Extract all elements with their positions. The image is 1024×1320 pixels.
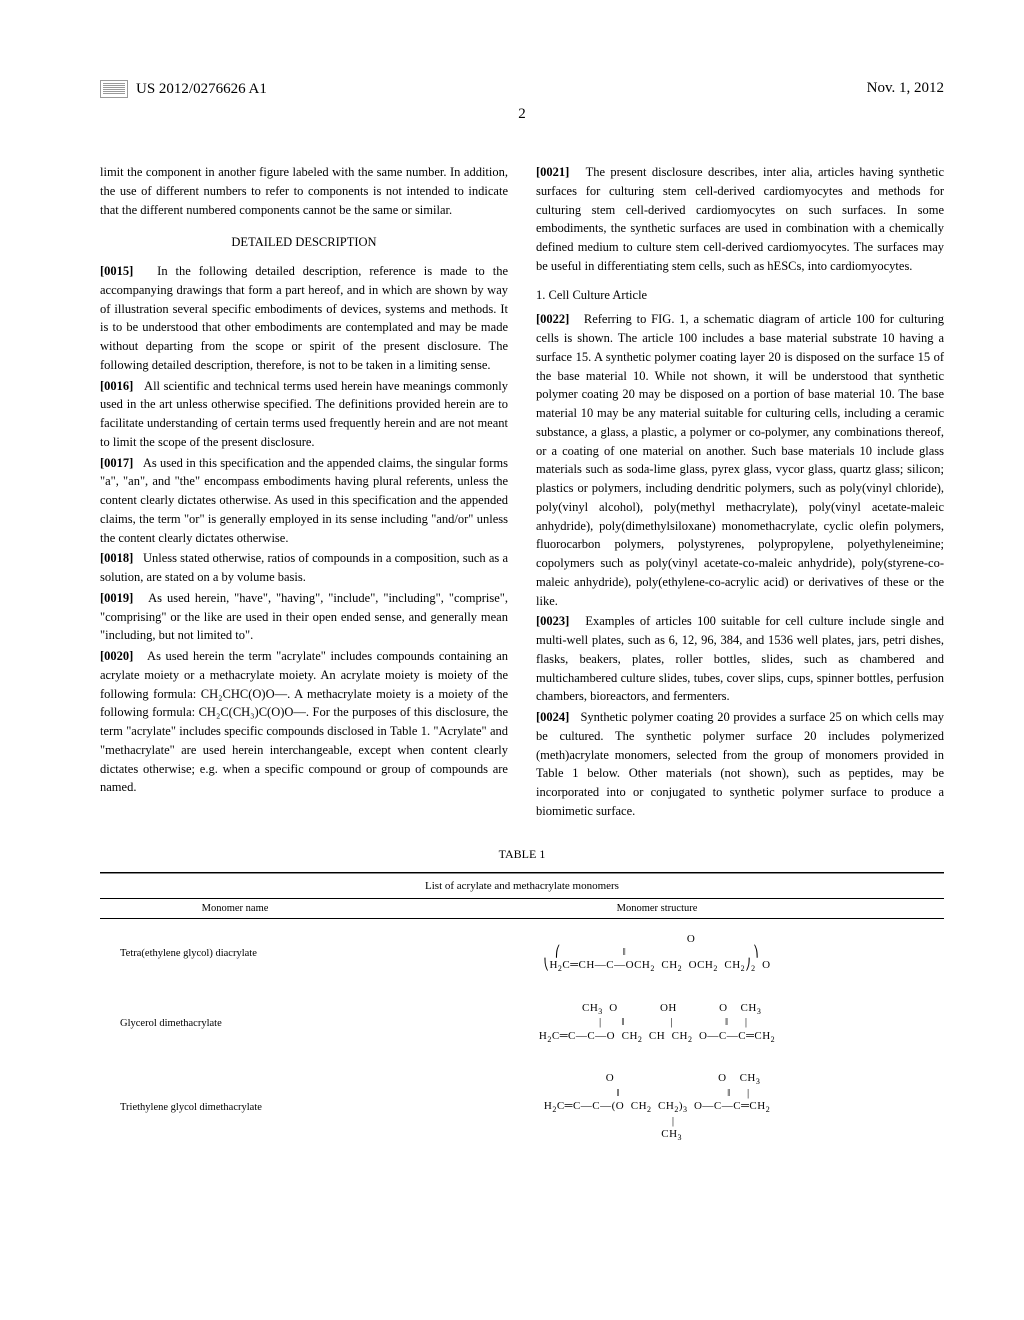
table-row: Glycerol dimethacrylate CH3 O OH O CH3 |… bbox=[100, 988, 944, 1059]
para-0021: [0021] The present disclosure describes,… bbox=[536, 163, 944, 276]
table-row: Triethylene glycol dimethacrylate O O CH… bbox=[100, 1058, 944, 1157]
para-text: Referring to FIG. 1, a schematic diagram… bbox=[536, 312, 944, 607]
para-text: Unless stated otherwise, ratios of compo… bbox=[100, 551, 508, 584]
para-num: [0019] bbox=[100, 591, 133, 605]
para-0024: [0024] Synthetic polymer coating 20 prov… bbox=[536, 708, 944, 821]
para-0023: [0023] Examples of articles 100 suitable… bbox=[536, 612, 944, 706]
flag-icon bbox=[100, 80, 128, 98]
table-caption: TABLE 1 bbox=[100, 847, 944, 862]
para-num: [0015] bbox=[100, 264, 133, 278]
para-num: [0024] bbox=[536, 710, 569, 724]
left-column: limit the component in another figure la… bbox=[100, 163, 508, 823]
publication-date: Nov. 1, 2012 bbox=[867, 80, 944, 98]
para-num: [0018] bbox=[100, 551, 133, 565]
para-num: [0016] bbox=[100, 379, 133, 393]
para-num: [0021] bbox=[536, 165, 569, 179]
monomer-structure: CH3 O OH O CH3 | ‖ | ‖ | H2C═C—C—O CH2 C… bbox=[370, 988, 944, 1059]
monomer-name: Tetra(ethylene glycol) diacrylate bbox=[100, 918, 370, 988]
publication-number: US 2012/0276626 A1 bbox=[136, 81, 267, 98]
page-number: 2 bbox=[100, 106, 944, 123]
monomer-table: List of acrylate and methacrylate monome… bbox=[100, 872, 944, 1158]
para-text: Synthetic polymer coating 20 provides a … bbox=[536, 710, 944, 818]
table-row: Tetra(ethylene glycol) diacrylate O ⎛ ‖ … bbox=[100, 918, 944, 988]
table-subtitle: List of acrylate and methacrylate monome… bbox=[100, 873, 944, 898]
right-column: [0021] The present disclosure describes,… bbox=[536, 163, 944, 823]
header-left: US 2012/0276626 A1 bbox=[100, 80, 267, 98]
monomer-structure: O O CH3 ‖ ‖ | H2C═C—C—(O CH2 CH2)3 O—C—C… bbox=[370, 1058, 944, 1157]
para-text: Examples of articles 100 suitable for ce… bbox=[536, 614, 944, 703]
table-1: TABLE 1 List of acrylate and methacrylat… bbox=[100, 847, 944, 1158]
monomer-structure: O ⎛ ‖ ⎞ ⎝H2C═CH—C—OCH2 CH2 OCH2 CH2⎠2 O bbox=[370, 918, 944, 988]
para-0022: [0022] Referring to FIG. 1, a schematic … bbox=[536, 310, 944, 610]
para-text: As used herein, "have", "having", "inclu… bbox=[100, 591, 508, 643]
para-num: [0022] bbox=[536, 312, 569, 326]
para-0020: [0020] As used herein the term "acrylate… bbox=[100, 647, 508, 797]
monomer-name: Glycerol dimethacrylate bbox=[100, 988, 370, 1059]
para-num: [0023] bbox=[536, 614, 569, 628]
section-heading: DETAILED DESCRIPTION bbox=[100, 233, 508, 252]
col-header-structure: Monomer structure bbox=[370, 898, 944, 918]
col-header-name: Monomer name bbox=[100, 898, 370, 918]
para-0016: [0016] All scientific and technical term… bbox=[100, 377, 508, 452]
para-text: As used in this specification and the ap… bbox=[100, 456, 508, 545]
para-0019: [0019] As used herein, "have", "having",… bbox=[100, 589, 508, 645]
para-text: As used herein the term "acrylate" inclu… bbox=[100, 649, 508, 794]
para-0017: [0017] As used in this specification and… bbox=[100, 454, 508, 548]
para-num: [0017] bbox=[100, 456, 133, 470]
subsection-heading: 1. Cell Culture Article bbox=[536, 286, 944, 305]
para-text: The present disclosure describes, inter … bbox=[536, 165, 944, 273]
para-0018: [0018] Unless stated otherwise, ratios o… bbox=[100, 549, 508, 587]
monomer-name: Triethylene glycol dimethacrylate bbox=[100, 1058, 370, 1157]
para-num: [0020] bbox=[100, 649, 133, 663]
para-text: In the following detailed description, r… bbox=[100, 264, 508, 372]
para-0015: [0015] In the following detailed descrip… bbox=[100, 262, 508, 375]
continuation-text: limit the component in another figure la… bbox=[100, 163, 508, 219]
body-columns: limit the component in another figure la… bbox=[100, 163, 944, 823]
para-text: All scientific and technical terms used … bbox=[100, 379, 508, 449]
page-header: US 2012/0276626 A1 Nov. 1, 2012 bbox=[100, 80, 944, 98]
